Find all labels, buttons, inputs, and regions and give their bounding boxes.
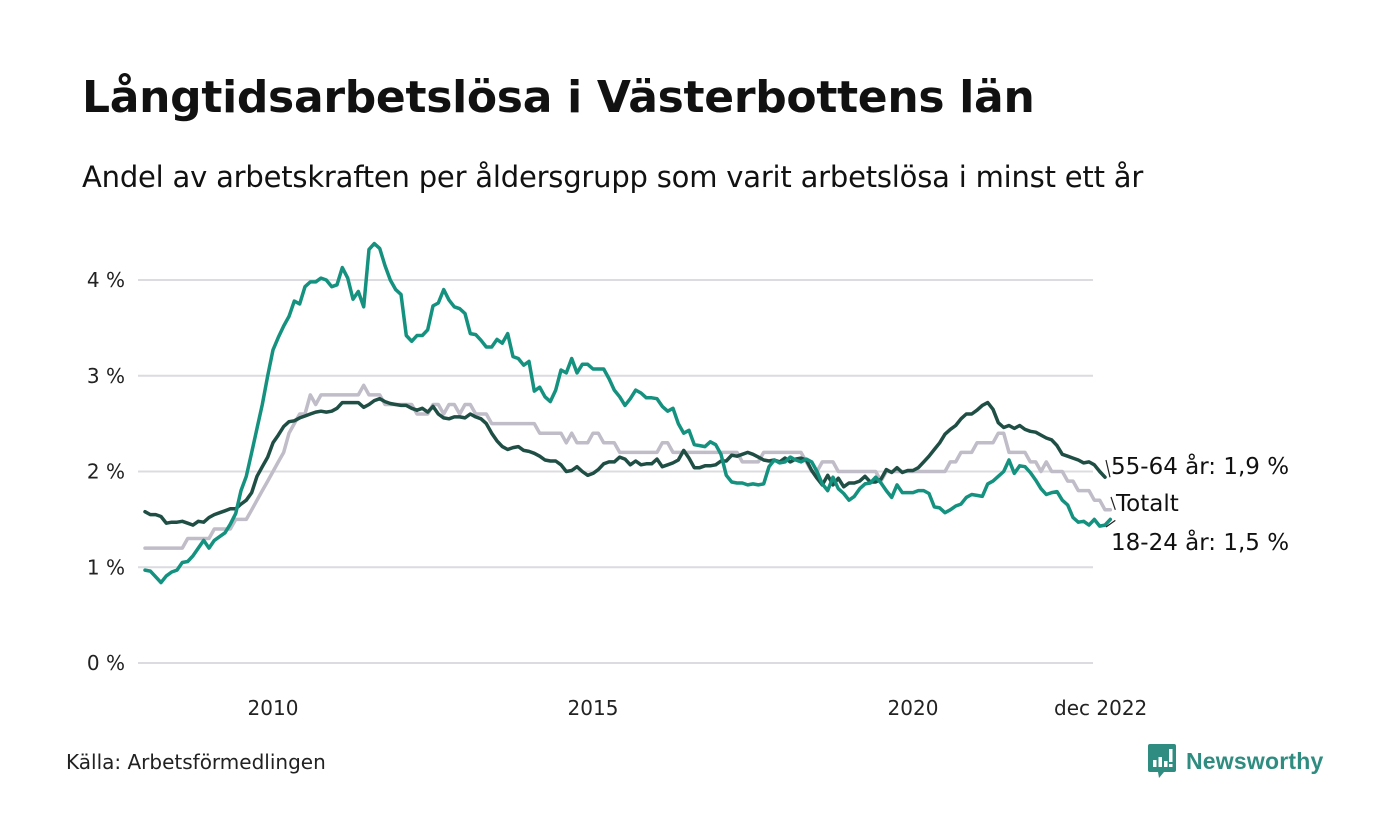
gridlines	[138, 279, 1093, 664]
source-note: Källa: Arbetsförmedlingen	[66, 750, 326, 774]
series-line-18-24-r	[143, 241, 1113, 585]
x-tick-label: 2010	[248, 696, 299, 720]
x-axis-ticks: 2010 2015 2020 dec 2022	[248, 696, 1148, 720]
label-leader-line	[1105, 519, 1116, 528]
y-axis-ticks: 0 % 1 % 2 % 3 % 4 %	[87, 268, 125, 675]
series-label: 55-64 år: 1,9 %	[1111, 452, 1289, 480]
x-tick-label: 2015	[568, 696, 619, 720]
series-labels: Totalt 55-64 år: 1,9 % 18-24 år: 1,5 %	[1105, 452, 1289, 556]
x-tick-label: dec 2022	[1054, 696, 1147, 720]
y-tick-label: 4 %	[87, 268, 125, 292]
y-tick-label: 0 %	[87, 651, 125, 675]
chart-title: Långtidsarbetslösa i Västerbottens län	[82, 72, 1035, 123]
label-leader-line	[1110, 496, 1116, 510]
series-label: 18-24 år: 1,5 %	[1111, 528, 1289, 556]
brand-name: Newsworthy	[1186, 747, 1324, 774]
x-tick-label: 2020	[888, 696, 939, 720]
y-tick-label: 2 %	[87, 460, 125, 484]
label-leader-line	[1105, 459, 1111, 478]
y-tick-label: 3 %	[87, 364, 125, 388]
y-tick-label: 1 %	[87, 555, 125, 579]
brand-logo: Newsworthy	[1148, 744, 1323, 778]
series-line-55-64-r	[143, 396, 1107, 527]
series-label: Totalt	[1115, 491, 1179, 517]
chart-subtitle: Andel av arbetskraften per åldersgrupp s…	[82, 160, 1144, 194]
series-line-totalt	[143, 383, 1113, 550]
bar-chart-speech-bubble-icon	[1148, 744, 1176, 778]
series-lines	[143, 241, 1113, 585]
